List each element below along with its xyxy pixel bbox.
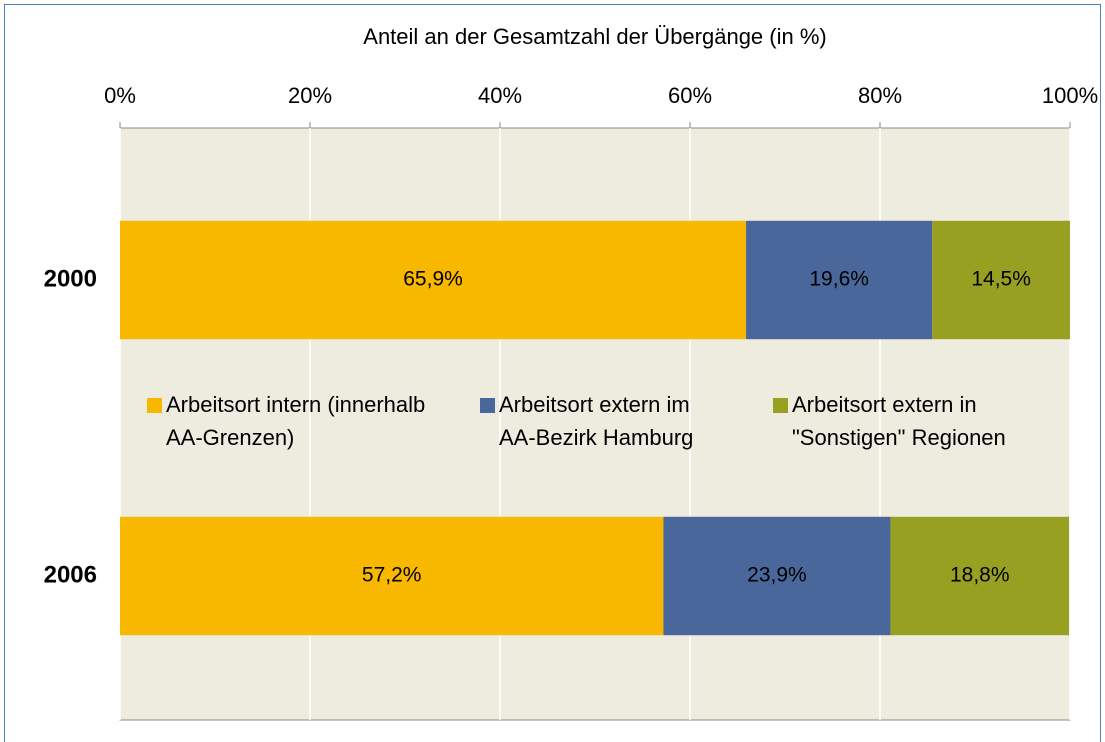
bar-segment	[890, 516, 1070, 636]
data-label: 57,2%	[362, 564, 422, 587]
legend-swatch	[147, 398, 162, 413]
x-tick-label: 80%	[858, 83, 902, 108]
x-tick-label: 20%	[288, 83, 332, 108]
bar-segment	[932, 220, 1070, 340]
data-label: 18,8%	[950, 564, 1010, 587]
category-label: 2006	[44, 561, 97, 588]
legend-label: Arbeitsort intern (innerhalb AA-Grenzen)	[166, 392, 431, 450]
bar-segment	[663, 516, 891, 636]
bar-segment	[120, 516, 664, 636]
x-tick-label: 60%	[668, 83, 712, 108]
data-label: 19,6%	[809, 268, 869, 291]
data-label: 14,5%	[971, 268, 1031, 291]
legend-label: Arbeitsort extern in "Sonstigen" Regione…	[792, 392, 1006, 450]
x-tick-label: 40%	[478, 83, 522, 108]
axis-title: Anteil an der Gesamtzahl der Übergänge (…	[363, 24, 826, 49]
bar-segment	[746, 220, 933, 340]
data-label: 65,9%	[403, 268, 463, 291]
legend-label: Arbeitsort extern im AA-Bezirk Hamburg	[499, 392, 696, 450]
frame	[4, 4, 1101, 742]
x-tick-label: 0%	[104, 83, 136, 108]
bar-segment	[120, 220, 747, 340]
legend-swatch	[480, 398, 495, 413]
x-tick-label: 100%	[1042, 83, 1098, 108]
legend-swatch	[773, 398, 788, 413]
category-label: 2000	[44, 265, 97, 292]
data-label: 23,9%	[747, 564, 807, 587]
